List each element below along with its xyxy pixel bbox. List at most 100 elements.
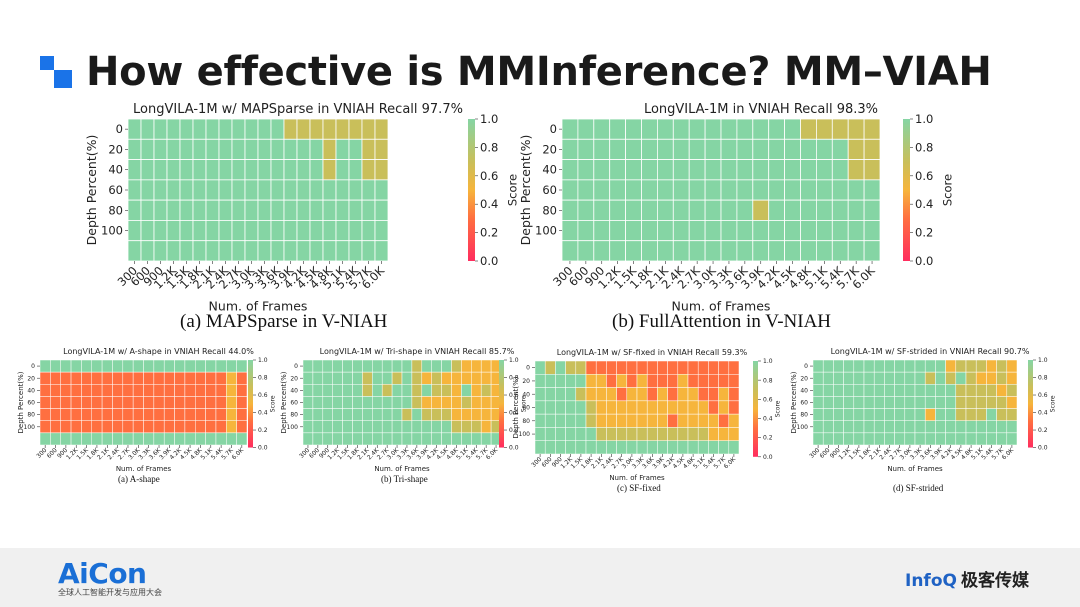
heatmap-cell [704,159,722,181]
y-tick-label: 0 [294,363,298,370]
heatmap-cell [986,432,997,446]
heatmap-cell [205,384,217,397]
heatmap-cell [833,384,844,397]
heatmap-cell [257,118,272,140]
colorbar-tick-label: 1.0 [763,358,773,365]
heatmap-cell [236,432,248,446]
colorbar-label: Score [775,400,782,417]
heatmap-cell [636,413,648,428]
heatmap-cell [391,359,403,373]
heatmap-cell [914,384,926,397]
heatmap-cell [945,371,957,385]
heatmap-cell [205,432,217,446]
heatmap-cell [309,199,324,221]
y-tick-label: 80 [522,418,530,425]
heatmap-cell [843,384,855,397]
heatmap-cell [636,360,648,375]
heatmap-cell [205,159,220,181]
x-tick-label: 6.0K [485,446,500,461]
colorbar-tick-label: 0.6 [258,392,268,399]
heatmap-cell [853,408,865,421]
heatmap-cell [784,199,801,221]
heatmap-cell [544,400,556,415]
heatmap-cell [50,384,61,397]
heatmap-cell [270,159,285,181]
heatmap-cell [296,240,311,262]
heatmap-cell [461,359,472,373]
heatmap-cell [451,359,462,373]
heatmap-cell [50,359,61,373]
heatmap-cell [195,420,206,434]
heatmap-cell [718,387,730,402]
heatmap-cell [163,371,175,385]
heatmap-cell [322,199,337,221]
heatmap-cell [218,240,233,262]
colorbar-tick-label: 1.0 [509,357,519,364]
heatmap-cell [342,396,353,409]
heatmap-cell [708,427,719,441]
y-tick-label: 80 [27,412,35,419]
heatmap-cell [91,359,103,373]
y-tick-label: 0 [804,363,808,370]
heatmap-cell [122,420,134,434]
heatmap-cell [843,432,855,446]
chart-title: LongVILA-1M in VNIAH Recall 98.3% [644,102,878,117]
heatmap-cell [616,387,628,402]
heatmap-cell [374,240,389,262]
heatmap-cell [636,427,648,441]
heatmap-cell [218,159,233,181]
heatmap-cell [122,396,134,409]
heatmap-cell [218,220,233,242]
heatmap-cell [863,420,875,434]
colorbar-tick-label: 0.8 [763,377,773,384]
heatmap-cell [800,240,817,262]
heatmap-cell [283,159,298,181]
heatmap-cell [955,420,967,434]
y-axis-label: Depth Percent(%) [84,135,99,246]
heatmap-cell [236,384,248,397]
heatmap-cell [843,371,855,385]
heatmap-cell [184,396,196,409]
colorbar-tick-label: 0.8 [509,375,519,382]
heatmap-cell [60,420,72,434]
heatmap-cell [184,420,196,434]
y-tick-label: 40 [290,387,298,394]
heatmap-cell [728,387,740,402]
heatmap-cell [122,384,134,397]
heatmap-cell [112,384,124,397]
heatmap-cell [312,396,324,409]
heatmap-cell [50,396,61,409]
y-tick-label: 20 [108,142,123,156]
heatmap-cell [924,384,936,397]
heatmap-cell [625,118,642,140]
heatmap-cell [561,199,579,221]
heatmap-cell [312,408,324,421]
heatmap-cell [996,359,1008,373]
heatmap-cell [646,440,658,455]
heatmap-cell [39,371,51,385]
x-axis-label: Num. of Frames [374,465,430,473]
heatmap-cell [322,359,333,373]
heatmap-cell [616,427,628,441]
heatmap-cell [894,359,906,373]
heatmap-cell [561,220,579,242]
heatmap-cell [853,371,865,385]
heatmap-cell [153,138,168,160]
heatmap-cell [174,432,186,446]
heatmap-cell [728,440,740,455]
heatmap-cell [166,179,181,201]
heatmap-cell [894,432,906,446]
heatmap-cell [672,199,690,221]
heatmap-cell [626,374,638,388]
heatmap-cell [853,384,865,397]
heatmap-cell [677,440,689,455]
heatmap-cell [677,413,689,428]
heatmap-cell [687,413,699,428]
heatmap-cell [127,179,142,201]
heatmap-cell [332,384,343,397]
heatmap-cell [296,159,311,181]
heatmap-cell [847,179,865,201]
heatmap-cell [91,408,103,421]
heatmap-cell [585,374,597,388]
y-tick-label: 80 [800,412,808,419]
